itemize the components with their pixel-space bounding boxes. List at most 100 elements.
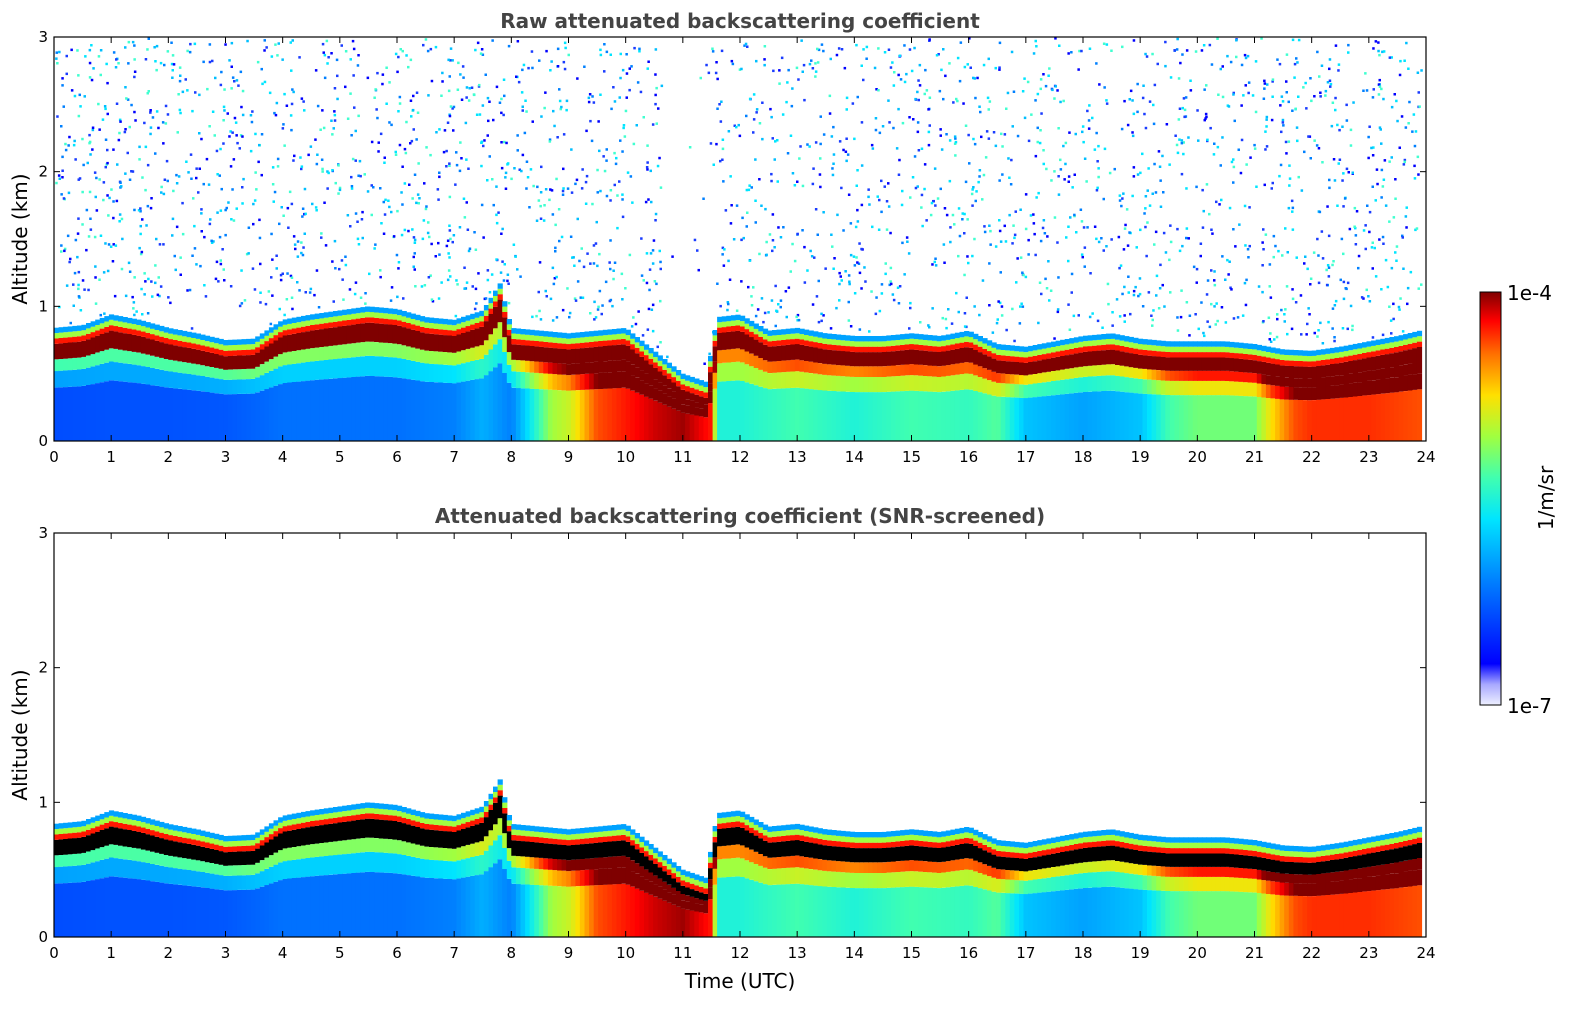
data-cell [634,337,640,343]
noise-speck [1287,140,1291,143]
data-cell [543,362,549,374]
data-cell [1220,370,1226,381]
noise-speck [791,87,794,90]
noise-speck [1147,167,1150,170]
noise-speck [612,277,615,281]
data-cell [465,331,471,349]
data-cell [195,390,201,441]
noise-speck [816,233,819,236]
noise-speck [625,96,628,99]
noise-speck [475,113,479,116]
noise-speck [719,304,722,308]
data-cell [351,313,357,320]
noise-speck [855,256,858,259]
data-cell [1316,366,1322,378]
noise-speck [1188,334,1191,337]
noise-speck [420,285,424,288]
noise-speck [65,72,68,76]
noise-speck [642,279,645,282]
data-cell [1201,357,1208,371]
data-cell [1133,337,1139,344]
data-cell [1160,340,1166,347]
data-cell [406,346,412,360]
noise-speck [291,39,294,42]
data-column [360,307,366,441]
data-cell [1064,379,1070,394]
data-cell [987,370,993,381]
data-cell [1384,354,1390,368]
data-cell [936,335,942,342]
noise-speck [128,270,132,273]
noise-speck [383,213,387,216]
noise-speck [141,218,144,221]
data-column [442,318,448,441]
noise-speck [974,199,977,203]
data-cell [808,361,814,373]
data-cell [282,365,288,383]
data-cell [868,336,874,342]
data-cell [1183,352,1189,358]
data-cell [1064,339,1070,345]
data-cell [200,345,206,351]
noise-speck [153,46,156,49]
data-cell [987,380,993,395]
data-cell [543,341,549,348]
data-column [954,332,961,441]
noise-speck [1360,296,1364,299]
noise-speck [177,175,181,178]
noise-speck [300,165,304,168]
data-column [223,340,229,441]
data-cell [968,342,974,348]
data-cell [1169,352,1176,358]
noise-speck [1056,308,1060,311]
data-cell [1416,330,1423,337]
data-cell [804,372,810,389]
noise-speck [1378,85,1382,88]
noise-speck [889,66,893,69]
data-cell [301,315,307,322]
noise-speck [793,259,797,263]
noise-speck [232,219,236,222]
data-cell [1220,357,1226,371]
noise-speck [516,268,519,271]
data-cell [936,392,942,441]
noise-speck [83,95,86,98]
data-cell [644,383,650,397]
noise-speck [793,184,797,187]
noise-speck [988,304,991,307]
data-cell [154,330,160,336]
noise-speck [474,48,477,52]
data-cell [259,375,265,391]
noise-speck [1213,283,1217,287]
noise-speck [1288,177,1292,180]
data-cell [314,360,320,380]
noise-speck [1123,227,1127,230]
noise-speck [112,243,115,246]
noise-speck [1378,126,1382,129]
data-cell [172,388,179,441]
noise-speck [609,267,612,271]
data-cell [1019,357,1025,363]
data-column [1115,334,1121,441]
data-cell [232,369,238,380]
noise-speck [603,70,606,73]
data-cell [900,339,906,345]
noise-speck [1276,317,1279,321]
data-cell [86,328,92,334]
noise-speck [758,122,762,125]
noise-speck [64,148,68,152]
data-cell [1206,341,1212,347]
noise-speck [271,258,274,261]
noise-speck [466,228,470,231]
noise-speck [425,146,428,149]
noise-speck [1246,248,1250,251]
noise-speck [302,246,305,249]
data-cell [456,318,462,324]
noise-speck [939,187,942,191]
data-column [1105,333,1112,441]
noise-speck [801,70,804,73]
data-cell [854,392,860,441]
data-cell [195,338,201,345]
noise-speck [1389,319,1393,322]
data-cell [150,323,156,329]
